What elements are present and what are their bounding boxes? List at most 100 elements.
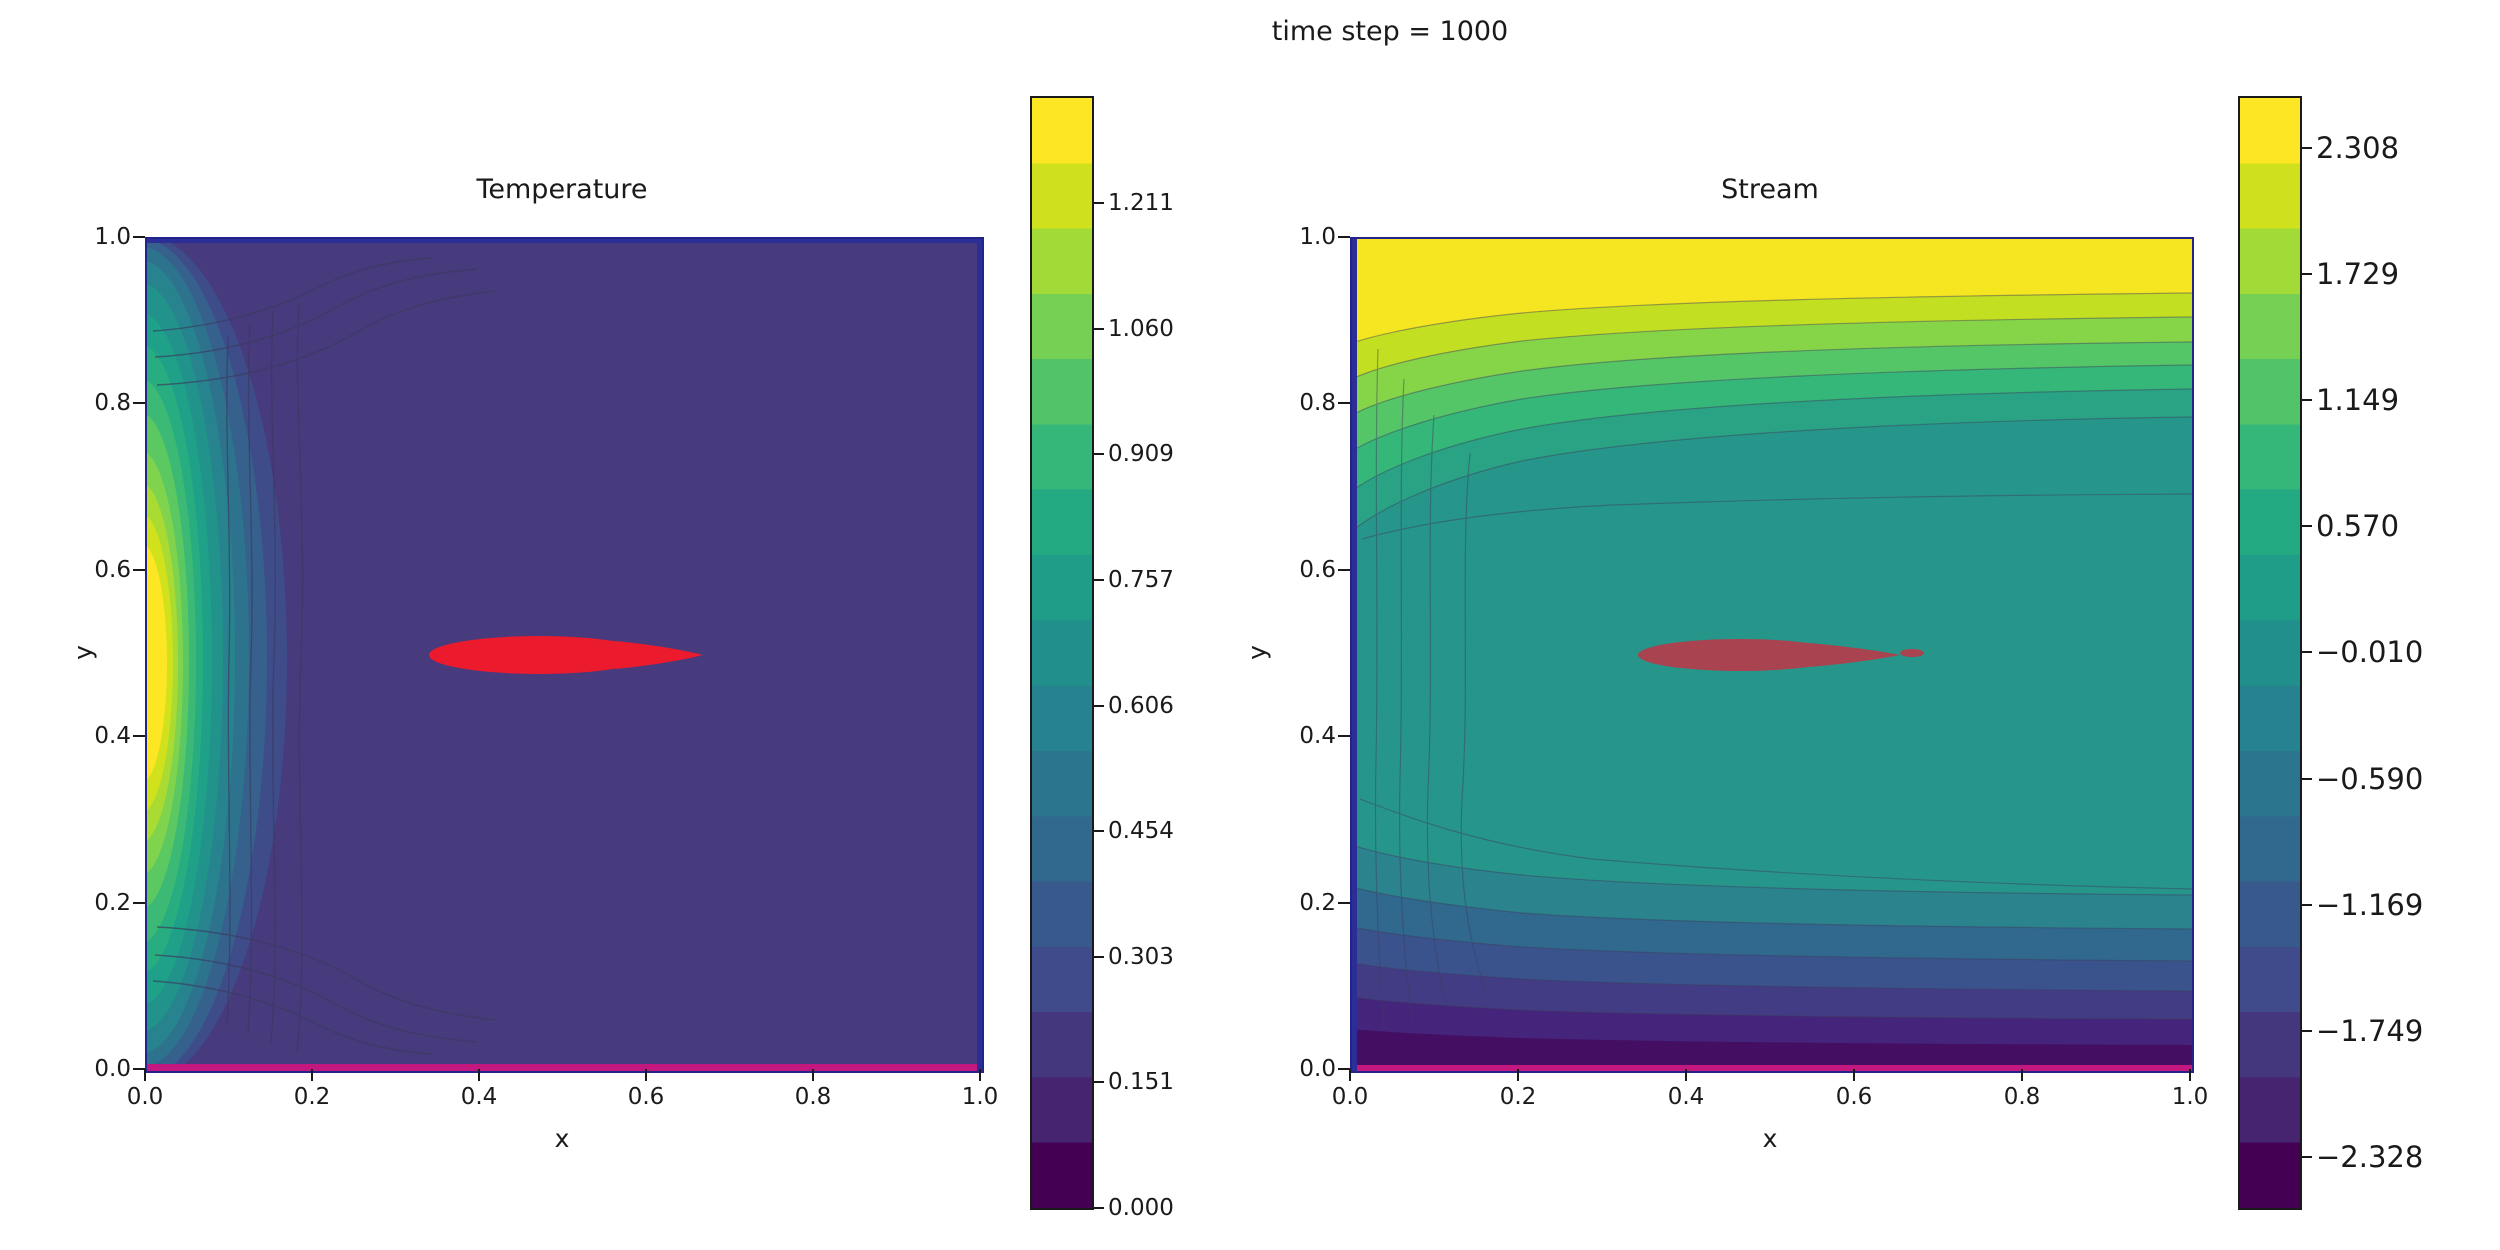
colorbar-tick-mark — [1094, 1207, 1104, 1209]
temperature-colorbar — [1030, 96, 1094, 1210]
y-tick-mark — [133, 902, 145, 904]
x-tick-label: 0.0 — [1331, 1084, 1369, 1110]
temperature-plot-title: Temperature — [476, 174, 648, 205]
y-tick-mark — [1338, 902, 1350, 904]
temperature-underflow-line — [147, 1064, 982, 1071]
colorbar-tick-mark — [1094, 579, 1104, 581]
y-tick-label: 0.4 — [94, 723, 131, 749]
y-tick-mark — [1338, 1068, 1350, 1070]
x-tick-mark — [812, 1069, 814, 1081]
colorbar-tick-label: 1.149 — [2316, 383, 2400, 417]
x-tick-label: 0.6 — [1835, 1084, 1873, 1110]
y-tick-mark — [133, 1068, 145, 1070]
y-tick-mark — [1338, 735, 1350, 737]
temperature-overflow-blob — [429, 636, 703, 674]
stream-top-bands — [1352, 239, 2192, 531]
y-tick-label: 0.4 — [1299, 723, 1336, 749]
x-tick-label: 0.6 — [627, 1084, 665, 1110]
temperature-right-spine — [977, 239, 982, 1071]
x-tick-mark — [1349, 1069, 1351, 1081]
colorbar-tick-mark — [1094, 328, 1104, 330]
colorbar-tick-mark — [1094, 956, 1104, 958]
colorbar-tick-label: 1.729 — [2316, 257, 2400, 291]
x-tick-label: 0.8 — [794, 1084, 832, 1110]
y-tick-label: 0.8 — [1299, 390, 1336, 416]
colorbar-tick-label: 0.570 — [2316, 509, 2400, 543]
colorbar-tick-label: 1.060 — [1108, 316, 1174, 342]
y-tick-label: 0.6 — [1299, 557, 1336, 583]
y-tick-mark — [1338, 402, 1350, 404]
x-tick-mark — [1517, 1069, 1519, 1081]
colorbar-tick-mark — [2302, 147, 2312, 149]
x-tick-mark — [1685, 1069, 1687, 1081]
y-tick-mark — [133, 735, 145, 737]
x-tick-mark — [1853, 1069, 1855, 1081]
x-tick-mark — [144, 1069, 146, 1081]
colorbar-tick-label: 1.211 — [1108, 190, 1174, 216]
stream-ylabel: y — [1242, 645, 1272, 660]
x-tick-label: 0.2 — [1499, 1084, 1537, 1110]
x-tick-label: 0.8 — [2003, 1084, 2041, 1110]
x-tick-mark — [2189, 1069, 2191, 1081]
y-tick-mark — [133, 402, 145, 404]
stream-axes — [1350, 237, 2194, 1073]
y-tick-mark — [1338, 236, 1350, 238]
temperature-ylabel: y — [68, 645, 98, 660]
y-tick-label: 0.0 — [1299, 1056, 1336, 1082]
colorbar-tick-label: −0.010 — [2316, 635, 2424, 669]
colorbar-tick-mark — [2302, 904, 2312, 906]
temperature-top-spine — [147, 239, 982, 243]
colorbar-tick-label: 0.909 — [1108, 441, 1174, 467]
y-tick-label: 0.8 — [94, 390, 131, 416]
colorbar-tick-mark — [2302, 525, 2312, 527]
stream-plot-title: Stream — [1721, 174, 1819, 205]
x-tick-mark — [979, 1069, 981, 1081]
colorbar-tick-mark — [2302, 399, 2312, 401]
colorbar-tick-mark — [2302, 778, 2312, 780]
stream-contour-canvas — [1352, 239, 2192, 1071]
colorbar-tick-mark — [2302, 1156, 2312, 1158]
stream-colorbar — [2238, 96, 2302, 1210]
colorbar-tick-label: 0.757 — [1108, 567, 1174, 593]
x-tick-label: 1.0 — [2171, 1084, 2209, 1110]
colorbar-tick-label: 0.303 — [1108, 944, 1174, 970]
stream-colorbar-gradient — [2240, 98, 2300, 1208]
temperature-xlabel: x — [554, 1124, 570, 1153]
colorbar-tick-label: −1.749 — [2316, 1014, 2424, 1048]
stream-overflow-blob — [1638, 639, 1924, 671]
y-tick-label: 0.0 — [94, 1056, 131, 1082]
x-tick-label: 1.0 — [961, 1084, 999, 1110]
y-tick-label: 1.0 — [94, 224, 131, 250]
temperature-contour-lines — [152, 257, 496, 1055]
colorbar-tick-label: −1.169 — [2316, 888, 2424, 922]
stream-contour-lines — [1352, 292, 2192, 1030]
y-tick-mark — [133, 236, 145, 238]
y-tick-label: 0.6 — [94, 557, 131, 583]
y-tick-mark — [133, 569, 145, 571]
stream-underflow-line — [1352, 1065, 2192, 1071]
stream-left-spine — [1352, 239, 1357, 1071]
colorbar-tick-label: 0.000 — [1108, 1195, 1174, 1221]
colorbar-tick-label: 0.606 — [1108, 693, 1174, 719]
x-tick-label: 0.4 — [460, 1084, 498, 1110]
x-tick-mark — [645, 1069, 647, 1081]
colorbar-tick-mark — [1094, 705, 1104, 707]
x-tick-mark — [478, 1069, 480, 1081]
y-tick-mark — [1338, 569, 1350, 571]
stream-xlabel: x — [1762, 1124, 1778, 1153]
x-tick-mark — [311, 1069, 313, 1081]
colorbar-tick-label: 2.308 — [2316, 131, 2400, 165]
colorbar-tick-mark — [2302, 651, 2312, 653]
colorbar-tick-mark — [1094, 202, 1104, 204]
colorbar-tick-label: 0.454 — [1108, 818, 1174, 844]
colorbar-tick-mark — [2302, 1030, 2312, 1032]
temperature-left-wall-plume — [147, 239, 287, 1071]
x-tick-label: 0.2 — [293, 1084, 331, 1110]
y-tick-label: 0.2 — [94, 890, 131, 916]
temperature-contour-canvas — [147, 239, 982, 1071]
temperature-colorbar-gradient — [1032, 98, 1092, 1208]
colorbar-tick-mark — [1094, 1081, 1104, 1083]
colorbar-tick-label: 0.151 — [1108, 1069, 1174, 1095]
y-tick-label: 0.2 — [1299, 890, 1336, 916]
